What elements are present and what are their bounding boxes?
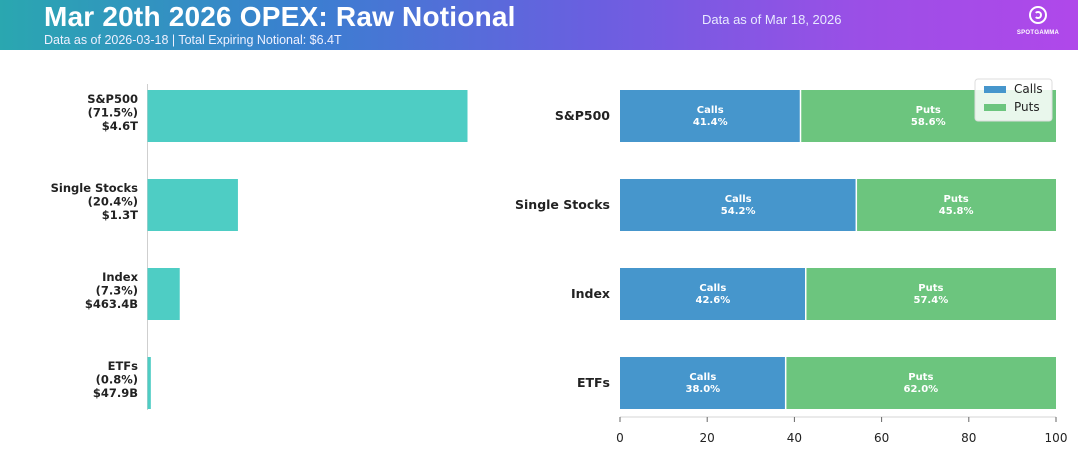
- data-label-puts: Puts 58.6%: [911, 105, 946, 128]
- data-label-value: 57.4%: [914, 295, 949, 306]
- data-label-value: 45.8%: [939, 206, 974, 217]
- bar-single-stocks-notional: [147, 179, 238, 231]
- x-tick-label: 100: [1045, 431, 1068, 445]
- left-label-line: Single Stocks: [51, 181, 139, 195]
- left-label-line: $47.9B: [93, 386, 138, 400]
- legend-label-puts: Puts: [1014, 100, 1040, 114]
- data-label-calls: Calls 38.0%: [685, 372, 720, 395]
- bar-single-stocks-calls: [620, 179, 857, 231]
- bar-etfs-notional: [147, 357, 151, 409]
- data-label-puts: Puts 62.0%: [903, 372, 938, 395]
- right-category-label: ETFs: [577, 375, 610, 390]
- x-tick-label: 60: [874, 431, 889, 445]
- bar-index-calls: [620, 268, 806, 320]
- right-category-label: Index: [571, 286, 610, 301]
- notional-share-chart: S&P500 (71.5%) $4.6T Single Stocks (20.4%) $1…: [51, 84, 468, 410]
- x-tick-label: 40: [787, 431, 802, 445]
- x-tick-label: 80: [961, 431, 976, 445]
- data-label-series: Calls: [725, 194, 752, 205]
- as-of-date: Data as of Mar 18, 2026: [702, 12, 842, 27]
- data-label-value: 41.4%: [693, 117, 728, 128]
- bar-s-p500-calls: [620, 90, 801, 142]
- left-category-label: Single Stocks (20.4%) $1.3T: [51, 181, 139, 222]
- data-label-series: Puts: [944, 194, 969, 205]
- left-label-line: $1.3T: [102, 208, 138, 222]
- spotgamma-logo: SPOTGAMMA: [1006, 6, 1070, 46]
- data-label-puts: Puts 57.4%: [914, 283, 949, 306]
- spotgamma-logo-icon: [1029, 6, 1047, 24]
- data-label-calls: Calls 54.2%: [721, 194, 756, 217]
- data-label-series: Puts: [918, 283, 943, 294]
- x-tick-label: 20: [700, 431, 715, 445]
- chart-legend: Calls Puts: [974, 78, 1053, 122]
- bar-etfs-puts: [785, 357, 1056, 409]
- left-label-line: (20.4%): [88, 195, 138, 209]
- left-label-line: S&P500: [87, 92, 138, 106]
- data-label-puts: Puts 45.8%: [939, 194, 974, 217]
- left-label-line: (0.8%): [96, 373, 138, 387]
- bar-s-p500-notional: [147, 90, 468, 142]
- data-label-series: Calls: [699, 283, 726, 294]
- header-banner: Mar 20th 2026 OPEX: Raw Notional Data as…: [0, 0, 1078, 50]
- data-label-value: 62.0%: [903, 384, 938, 395]
- logo-text: SPOTGAMMA: [1016, 30, 1060, 36]
- data-label-calls: Calls 41.4%: [693, 105, 728, 128]
- data-label-value: 58.6%: [911, 117, 946, 128]
- left-label-line: ETFs: [108, 359, 139, 373]
- bar-index-notional: [147, 268, 180, 320]
- legend-swatch-calls: [984, 86, 1006, 93]
- left-category-label: Index (7.3%) $463.4B: [85, 270, 139, 311]
- data-label-value: 54.2%: [721, 206, 756, 217]
- data-label-series: Puts: [916, 105, 941, 116]
- bar-etfs-calls: [620, 357, 786, 409]
- left-label-line: (71.5%): [88, 106, 138, 120]
- left-label-line: $4.6T: [102, 119, 138, 133]
- left-label-line: Index: [102, 270, 138, 284]
- data-label-value: 38.0%: [685, 384, 720, 395]
- data-label-value: 42.6%: [696, 295, 731, 306]
- data-label-calls: Calls 42.6%: [696, 283, 731, 306]
- left-category-label: ETFs (0.8%) $47.9B: [93, 359, 138, 400]
- left-label-line: (7.3%): [96, 284, 138, 298]
- right-category-label: S&P500: [555, 108, 610, 123]
- legend-swatch-puts: [984, 104, 1006, 111]
- bar-index-puts: [805, 268, 1056, 320]
- page-subtitle: Data as of 2026-03-18 | Total Expiring N…: [44, 33, 342, 47]
- bar-single-stocks-puts: [856, 179, 1056, 231]
- x-tick-label: 0: [616, 431, 624, 445]
- data-label-series: Calls: [689, 372, 716, 383]
- data-label-series: Calls: [697, 105, 724, 116]
- page-title: Mar 20th 2026 OPEX: Raw Notional: [44, 1, 516, 32]
- legend-label-calls: Calls: [1014, 82, 1043, 96]
- left-category-label: S&P500 (71.5%) $4.6T: [87, 92, 138, 133]
- left-label-line: $463.4B: [85, 297, 138, 311]
- right-category-label: Single Stocks: [515, 197, 610, 212]
- data-label-series: Puts: [908, 372, 933, 383]
